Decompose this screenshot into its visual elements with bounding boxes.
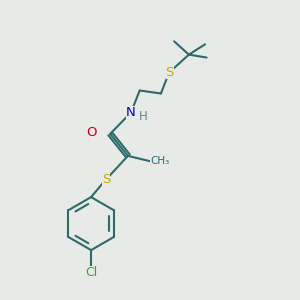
Text: S: S [102,173,110,186]
Text: S: S [166,66,174,79]
Text: O: O [87,126,97,139]
Text: Cl: Cl [85,266,97,279]
Text: N: N [126,106,136,119]
Text: CH₃: CH₃ [150,156,169,166]
Text: H: H [139,110,148,123]
